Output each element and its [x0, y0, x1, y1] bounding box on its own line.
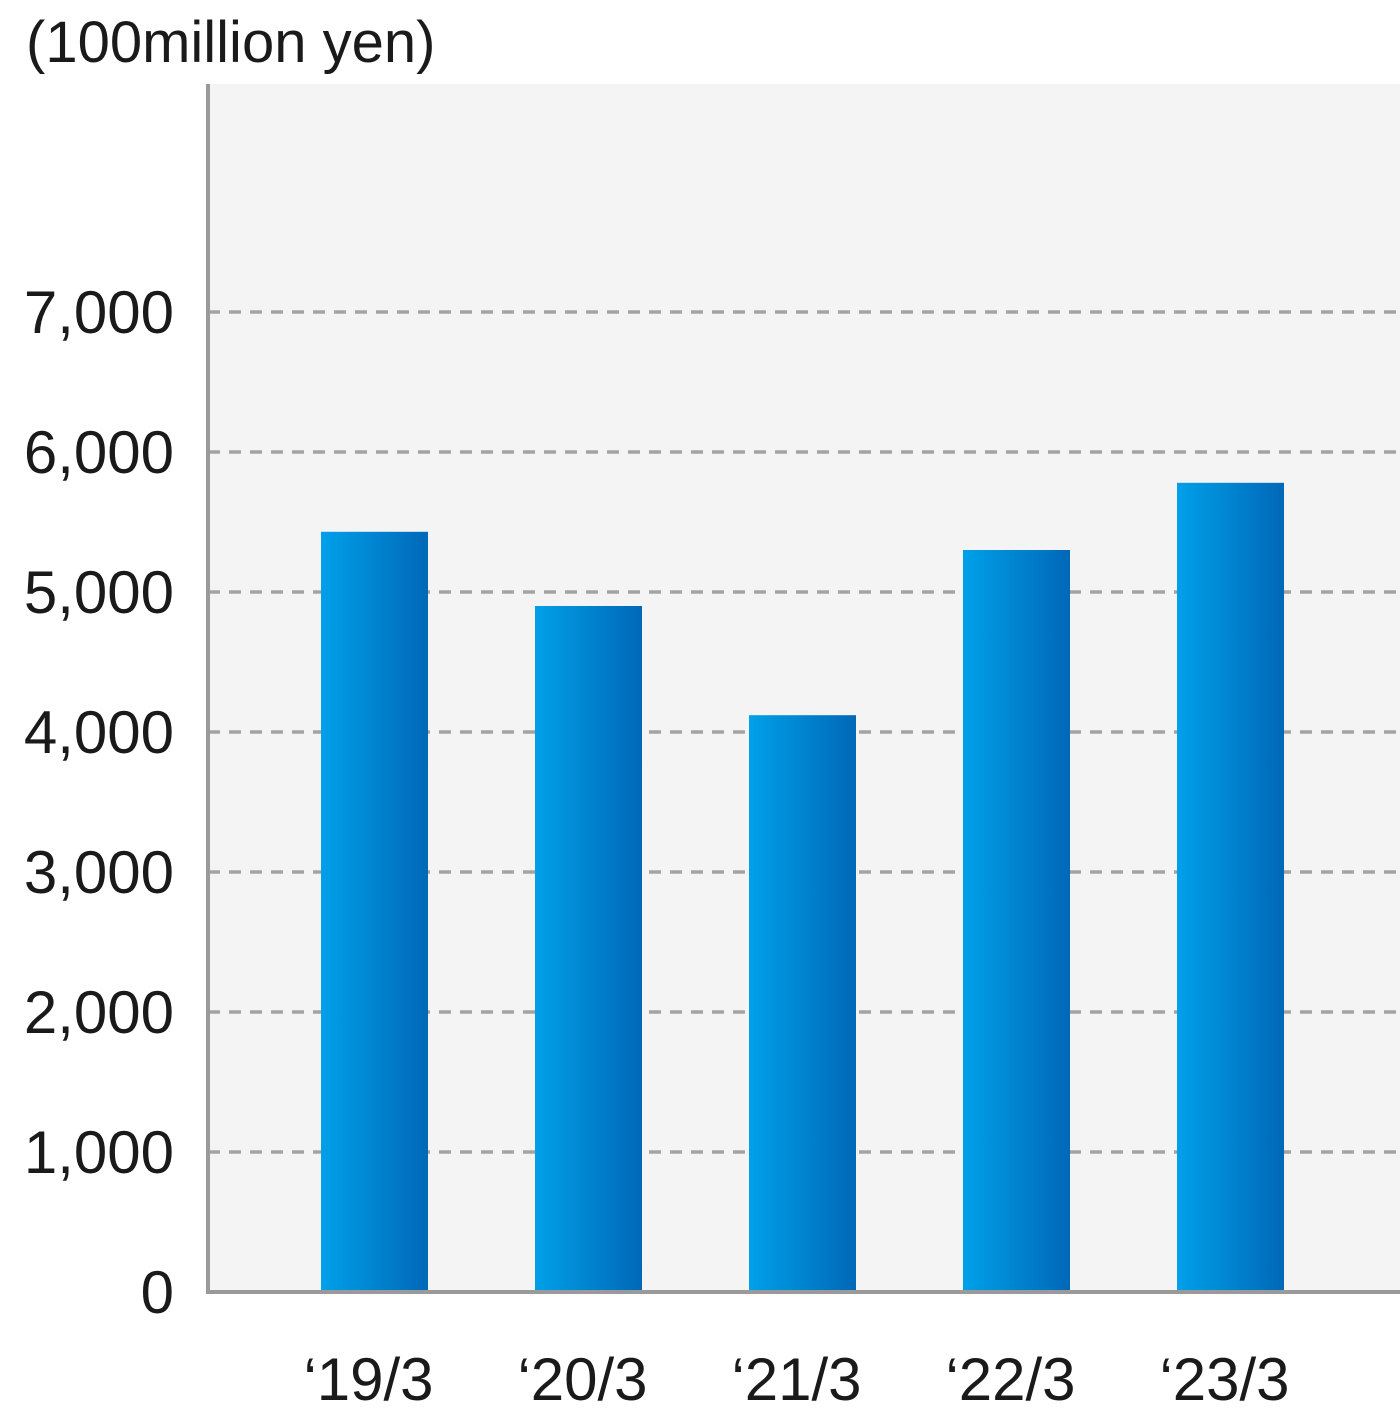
x-tick-label: ‘19/3 — [303, 1346, 433, 1413]
bar — [321, 531, 428, 1292]
bar — [963, 550, 1070, 1292]
x-tick-label: ‘20/3 — [517, 1346, 647, 1413]
bar — [1177, 482, 1284, 1292]
y-tick-label: 6,000 — [24, 419, 174, 486]
x-tick-label: ‘23/3 — [1159, 1346, 1289, 1413]
y-tick-label: 5,000 — [24, 559, 174, 626]
y-tick-label: 2,000 — [24, 979, 174, 1046]
y-tick-label: 7,000 — [24, 279, 174, 346]
y-tick-label: 3,000 — [24, 839, 174, 906]
y-axis-unit-label: (100million yen) — [26, 10, 435, 75]
y-tick-label: 1,000 — [24, 1119, 174, 1186]
bar — [535, 606, 642, 1292]
y-tick-label: 0 — [141, 1259, 174, 1326]
bar — [749, 715, 856, 1292]
x-tick-labels: ‘19/3 ‘20/3 ‘21/3 ‘22/3 ‘23/3 — [303, 1346, 1289, 1413]
y-tick-label: 4,000 — [24, 699, 174, 766]
y-tick-labels: 0 1,000 2,000 3,000 4,000 5,000 6,000 7,000 — [24, 279, 174, 1326]
x-tick-label: ‘21/3 — [731, 1346, 861, 1413]
x-tick-label: ‘22/3 — [945, 1346, 1075, 1413]
bars — [321, 482, 1284, 1292]
